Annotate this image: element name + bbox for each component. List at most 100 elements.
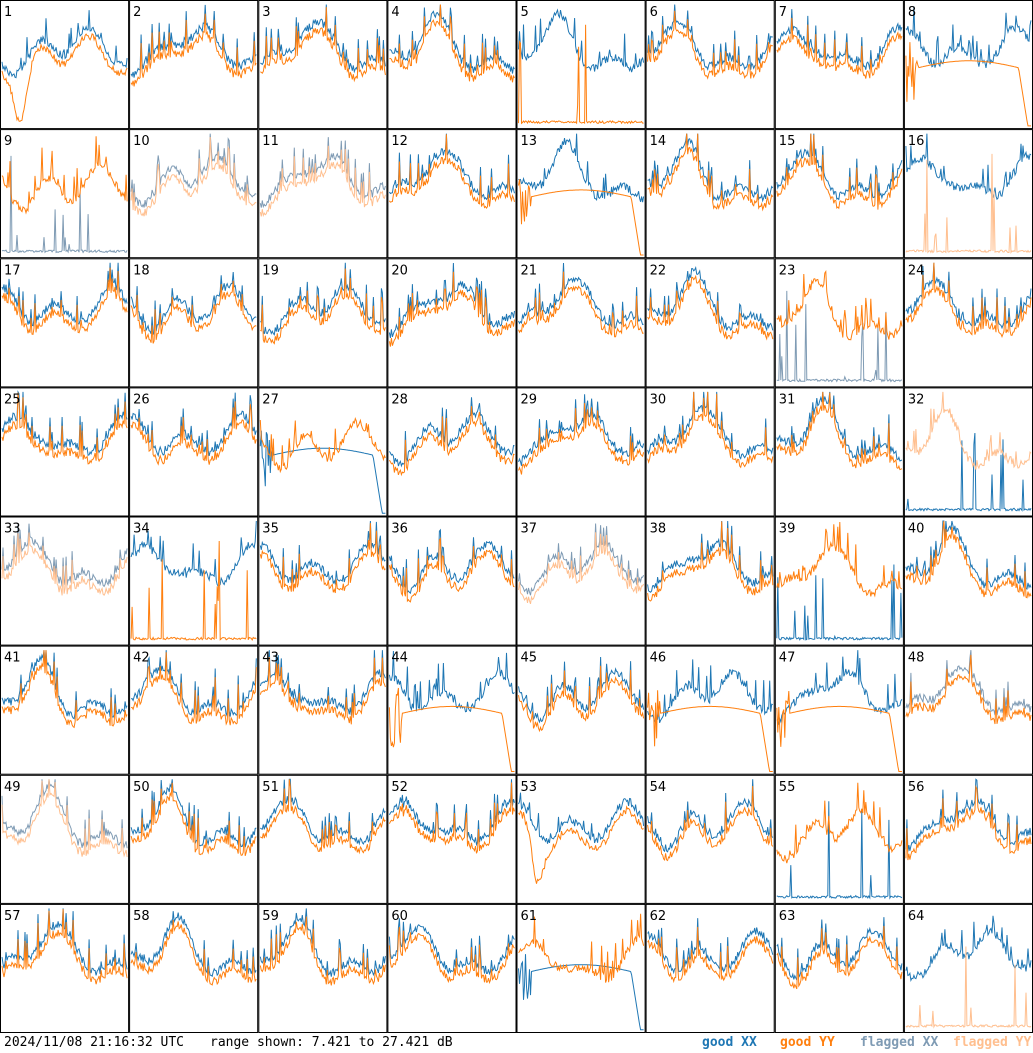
panel-21: 21 <box>516 258 646 388</box>
trace-yy-12 <box>388 134 515 210</box>
panel-frame <box>129 903 259 1033</box>
panel-frame <box>516 645 646 775</box>
panel-label: 24 <box>908 263 925 278</box>
panel-frame <box>774 387 904 517</box>
trace-yy-30 <box>647 391 774 469</box>
panel-1: 1 <box>0 0 130 130</box>
panel-frame <box>903 774 1033 904</box>
panel-51: 51 <box>258 774 388 904</box>
panel-40: 40 <box>903 516 1033 646</box>
trace-xx-34 <box>130 520 257 587</box>
panel-label: 40 <box>908 522 925 537</box>
panel-label: 2 <box>133 5 141 20</box>
trace-yy-16 <box>905 153 1032 254</box>
panel-25: 25 <box>0 387 130 517</box>
panel-31: 31 <box>774 387 904 517</box>
panel-34: 34 <box>129 516 259 646</box>
panel-35: 35 <box>258 516 388 646</box>
panel-4: 4 <box>387 0 517 130</box>
trace-yy-49 <box>1 779 128 858</box>
trace-xx-13 <box>518 133 645 203</box>
trace-xx-48 <box>905 650 1032 716</box>
trace-yy-34 <box>130 540 257 641</box>
trace-yy-25 <box>1 392 128 465</box>
panel-frame <box>387 645 517 775</box>
trace-yy-52 <box>388 782 515 854</box>
trace-yy-47 <box>776 690 902 772</box>
trace-xx-24 <box>905 262 1032 330</box>
trace-xx-57 <box>1 908 128 976</box>
panel-30: 30 <box>645 387 775 517</box>
panel-36: 36 <box>387 516 517 646</box>
trace-yy-3 <box>260 7 386 83</box>
trace-xx-53 <box>518 792 645 844</box>
trace-yy-48 <box>905 654 1032 725</box>
trace-xx-46 <box>647 659 773 723</box>
panel-frame <box>645 0 775 130</box>
panel-label: 3 <box>262 5 270 20</box>
panel-24: 24 <box>903 258 1033 388</box>
legend-good-yy: good YY <box>780 1035 835 1050</box>
panel-60: 60 <box>387 903 517 1033</box>
trace-xx-55 <box>776 801 903 900</box>
trace-yy-29 <box>518 403 645 475</box>
panel-frame <box>903 903 1033 1033</box>
trace-yy-4 <box>389 4 515 83</box>
trace-yy-15 <box>776 133 903 210</box>
trace-xx-44 <box>388 650 515 713</box>
timestamp: 2024/11/08 21:16:32 UTC <box>4 1035 185 1050</box>
trace-yy-43 <box>259 657 386 725</box>
panel-29: 29 <box>516 387 646 517</box>
trace-xx-11 <box>259 137 386 209</box>
trace-xx-42 <box>131 650 257 717</box>
trace-xx-41 <box>1 650 128 720</box>
trace-yy-54 <box>647 785 774 862</box>
panel-frame <box>387 516 517 646</box>
trace-xx-47 <box>776 650 903 725</box>
panel-15: 15 <box>774 129 904 259</box>
trace-xx-25 <box>1 390 128 456</box>
panel-frame <box>258 0 388 130</box>
panel-label: 26 <box>133 392 150 407</box>
trace-xx-6 <box>647 4 773 71</box>
panel-label: 57 <box>4 909 21 924</box>
trace-yy-37 <box>518 532 645 605</box>
trace-xx-36 <box>388 528 515 595</box>
panel-3: 3 <box>258 0 388 130</box>
panel-16: 16 <box>903 129 1033 259</box>
range-label: range shown: 7.421 to 27.421 dB <box>210 1035 453 1050</box>
trace-yy-21 <box>518 271 644 338</box>
panel-label: 45 <box>521 651 538 666</box>
panel-52: 52 <box>387 774 517 904</box>
panel-frame <box>645 516 775 646</box>
panel-label: 64 <box>908 909 925 924</box>
panel-2: 2 <box>129 0 259 130</box>
panel-label: 49 <box>4 780 21 795</box>
panel-38: 38 <box>645 516 775 646</box>
trace-xx-35 <box>259 520 386 585</box>
panel-frame <box>258 387 388 517</box>
panel-8: 8 <box>903 0 1033 130</box>
panel-44: 44 <box>387 645 517 775</box>
panel-41: 41 <box>0 645 130 775</box>
panel-14: 14 <box>645 129 775 259</box>
panel-label: 62 <box>650 909 667 924</box>
trace-xx-27 <box>259 430 386 514</box>
trace-yy-62 <box>647 926 774 984</box>
trace-yy-63 <box>776 925 903 990</box>
panel-label: 63 <box>779 909 796 924</box>
trace-yy-32 <box>905 391 1032 470</box>
panel-label: 7 <box>779 5 787 20</box>
trace-xx-5 <box>518 8 645 73</box>
panel-37: 37 <box>516 516 646 646</box>
panel-label: 36 <box>391 522 408 537</box>
panel-label: 50 <box>133 780 150 795</box>
panel-7: 7 <box>774 0 904 130</box>
panel-label: 47 <box>779 651 796 666</box>
panel-label: 22 <box>650 263 667 278</box>
trace-yy-35 <box>259 523 386 594</box>
trace-yy-53 <box>518 805 644 884</box>
panel-57: 57 <box>0 903 130 1033</box>
panel-label: 12 <box>391 134 408 149</box>
panel-28: 28 <box>387 387 517 517</box>
